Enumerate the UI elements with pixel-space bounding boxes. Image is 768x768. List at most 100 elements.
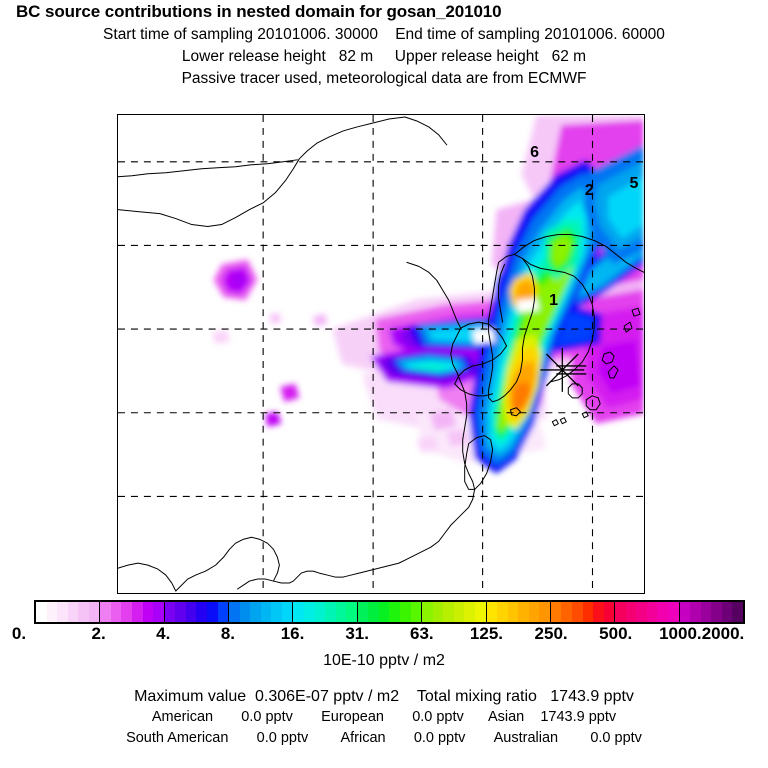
region-european-value: 0.0 pptv: [412, 709, 464, 725]
colorbar-step-4-3: [325, 602, 336, 622]
colorbar-step-10-5: [732, 602, 743, 622]
colorbar-band-31-63: [357, 602, 423, 622]
colorbar-step-3-3: [260, 602, 272, 622]
colorbar-step-7-0: [486, 602, 498, 622]
lower-height-label: Lower release height: [181, 48, 326, 65]
map-plot-area: 6 5 2 1: [117, 114, 645, 594]
colorbar-step-2-5: [217, 602, 229, 622]
concentration-plume-layer: [212, 115, 644, 474]
colorbar-step-7-4: [528, 602, 540, 622]
colorbar-step-5-1: [368, 602, 379, 622]
lower-height-value: 82 m: [338, 48, 374, 65]
region-asian-value: 1743.9 pptv: [540, 709, 617, 725]
colorbar-band-0-2: [36, 602, 101, 622]
colorbar-step-6-4: [464, 602, 475, 622]
colorbar-step-5-4: [400, 602, 411, 622]
colorbar-step-3-2: [250, 602, 261, 622]
colorbar-step-9-1: [625, 602, 637, 622]
colorbar-step-4-0: [293, 602, 304, 622]
colorbar-step-4-2: [314, 602, 326, 622]
release-site-marker-layer: [540, 348, 587, 392]
colorbar-band-500-1000: [615, 602, 680, 622]
colorbar-tick-4: 4.: [156, 624, 171, 643]
colorbar-step-5-0: [357, 602, 369, 622]
colorbar-tick-8: 8.: [220, 624, 235, 643]
colorbar-band-4-8: [164, 602, 230, 622]
region-australian-label: Australian: [493, 730, 559, 746]
colorbar-band-250-500: [550, 602, 616, 622]
colorbar-step-0-3: [67, 602, 79, 622]
colorbar-step-6-0: [422, 602, 433, 622]
colorbar: [34, 600, 745, 624]
footer-row-regions-2: South American 0.0 pptv African 0.0 pptv…: [0, 728, 768, 749]
colorbar-step-9-2: [636, 602, 647, 622]
colorbar-step-3-1: [239, 602, 251, 622]
colorbar-step-7-3: [518, 602, 529, 622]
colorbar-tick-125: 125.: [469, 624, 503, 643]
colorbar-step-2-4: [206, 602, 218, 622]
colorbar-step-3-0: [229, 602, 240, 622]
colorbar-step-1-1: [110, 602, 122, 622]
footer-stats-block: Maximum value 0.306E-07 pptv / m2 Total …: [0, 686, 768, 749]
colorbar-step-1-0: [100, 602, 111, 622]
colorbar-step-0-5: [88, 602, 100, 622]
colorbar-step-2-0: [164, 602, 176, 622]
colorbar-step-2-1: [175, 602, 186, 622]
sampling-time-row: Start time of sampling 20101006. 30000 E…: [0, 24, 768, 46]
coastline-layer: [118, 116, 644, 592]
end-time-label: End time of sampling: [395, 26, 540, 43]
colorbar-step-8-2: [572, 602, 583, 622]
colorbar-step-8-5: [603, 602, 615, 622]
release-site-star-icon: [540, 348, 587, 392]
colorbar-step-6-1: [432, 602, 444, 622]
colorbar-step-7-1: [497, 602, 508, 622]
method-note: Passive tracer used, meteorological data…: [181, 70, 587, 87]
colorbar-step-6-3: [453, 602, 465, 622]
colorbar-step-10-3: [711, 602, 722, 622]
colorbar-tick-2: 2.: [91, 624, 106, 643]
colorbar-band-63-125: [422, 602, 487, 622]
colorbar-band-125-250: [486, 602, 551, 622]
colorbar-tick-500: 500.: [599, 624, 633, 643]
colorbar-step-0-4: [78, 602, 89, 622]
colorbar-tick-63: 63.: [409, 624, 434, 643]
colorbar-tick-1000: 1000.: [659, 624, 702, 643]
colorbar-step-8-0: [550, 602, 562, 622]
region-european-label: European: [321, 709, 384, 725]
colorbar-step-8-3: [582, 602, 594, 622]
colorbar-step-5-3: [389, 602, 401, 622]
colorbar-band-8-16: [229, 602, 294, 622]
colorbar-step-6-5: [474, 602, 486, 622]
colorbar-band-1000-2000: [679, 602, 743, 622]
region-american-value: 0.0 pptv: [241, 709, 293, 725]
region-american-label: American: [151, 709, 214, 725]
colorbar-unit-label: 10E-10 pptv / m2: [323, 652, 445, 669]
colorbar-step-5-2: [378, 602, 390, 622]
upper-height-value: 62 m: [551, 48, 587, 65]
region-south-american-value: 0.0 pptv: [256, 730, 309, 746]
region-african-label: African: [340, 730, 386, 746]
region-asian-label: Asian: [487, 709, 525, 725]
colorbar-step-4-4: [335, 602, 347, 622]
colorbar-band-16-31: [293, 602, 358, 622]
start-time-label: Start time of sampling: [103, 26, 253, 43]
footer-row-totals: Maximum value 0.306E-07 pptv / m2 Total …: [0, 686, 768, 707]
colorbar-step-1-5: [153, 602, 164, 622]
colorbar-step-10-2: [700, 602, 712, 622]
region-australian-value: 0.0 pptv: [590, 730, 642, 746]
colorbar-step-10-0: [679, 602, 691, 622]
map-numeric-labels: 6 5 2 1: [118, 115, 644, 593]
colorbar-step-10-1: [690, 602, 701, 622]
colorbar-step-8-4: [593, 602, 604, 622]
colorbar-step-2-3: [196, 602, 207, 622]
colorbar-step-6-2: [443, 602, 454, 622]
colorbar-step-9-4: [657, 602, 669, 622]
map-label-6: 6: [530, 143, 540, 161]
max-value-label: Maximum value: [134, 688, 247, 705]
colorbar-tick-250: 250.: [534, 624, 568, 643]
colorbar-tick-31: 31.: [345, 624, 369, 643]
colorbar-tick-2000: 2000.: [701, 624, 745, 643]
colorbar-step-9-3: [646, 602, 658, 622]
release-height-row: Lower release height 82 m Upper release …: [0, 46, 768, 68]
total-mixing-ratio-label: Total mixing ratio: [416, 688, 537, 705]
